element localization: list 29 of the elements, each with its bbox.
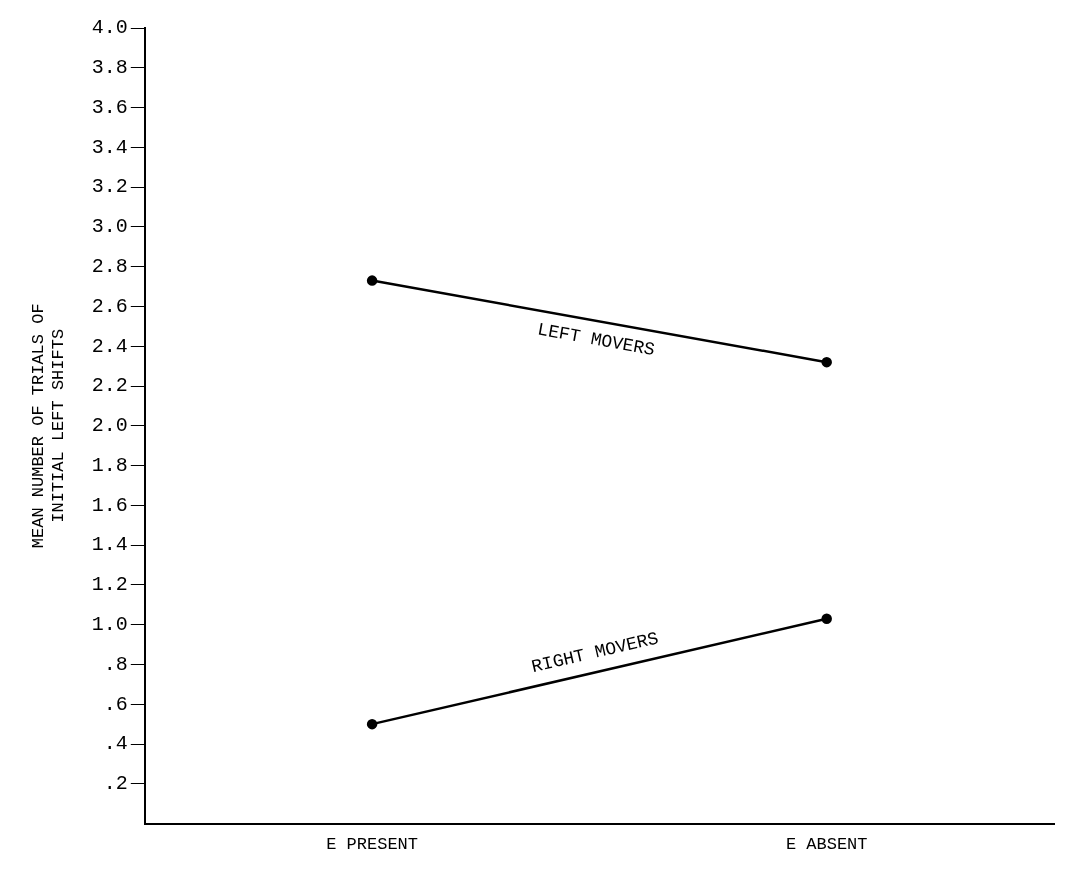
text: RIGHT MOVERS	[529, 628, 661, 678]
y-tick-label: .4	[103, 732, 128, 756]
y-tick-label: 3.2	[91, 175, 128, 199]
point	[821, 613, 832, 624]
y-tick-label: 2.4	[91, 334, 128, 358]
y-tick-label: 1.4	[91, 533, 128, 557]
y-tick-label: 3.6	[91, 95, 128, 119]
y-axis-title: MEAN NUMBER OF TRIALS OF INITIAL LEFT SHIFTS	[28, 303, 69, 549]
y-tick-label: .8	[103, 652, 128, 676]
y-tick-label: 1.6	[91, 493, 128, 517]
y-tick-label: 2.8	[91, 254, 128, 278]
y-tick-label: 4.0	[91, 16, 128, 40]
text: LEFT MOVERS	[535, 319, 657, 361]
y-tick-label: 3.0	[91, 215, 128, 239]
y-tick-label: 1.2	[91, 573, 128, 597]
x-tick-label: E PRESENT	[326, 835, 419, 855]
y-tick-label: 3.4	[91, 135, 128, 159]
y-tick-label: 3.8	[91, 56, 128, 80]
point	[366, 275, 378, 286]
y-tick-label: 1.8	[91, 453, 128, 477]
y-tick-label: 2.6	[91, 294, 128, 318]
y-tick-label: 2.2	[91, 374, 128, 398]
point	[366, 718, 378, 730]
y-tick-label: 2.0	[91, 414, 128, 438]
x-tick-label: E ABSENT	[785, 835, 868, 855]
y-tick-label: .2	[103, 772, 128, 796]
point	[821, 356, 832, 368]
y-tick-label: .6	[103, 692, 128, 716]
y-tick-label: 1.0	[91, 613, 128, 636]
